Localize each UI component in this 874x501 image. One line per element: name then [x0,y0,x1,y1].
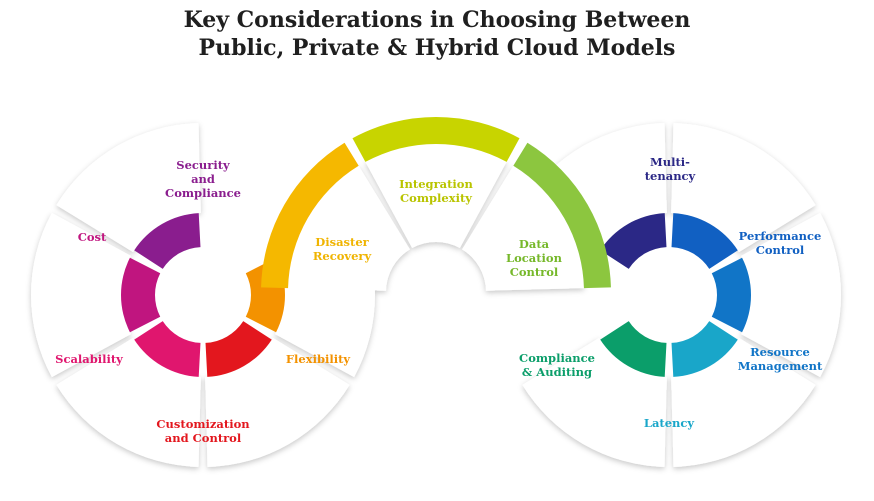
disaster-recovery-panel [288,165,410,291]
latency-panel [671,337,816,467]
label-resource-management: Resource Management [737,345,823,373]
cost-panel [31,212,131,378]
scalability-panel [56,337,201,467]
label-integration-complexity: Integration Complexity [399,177,473,205]
diagram-title: Key Considerations in Choosing Between P… [0,6,874,62]
label-security-compliance: Security and Compliance [165,158,241,200]
latency-arc [671,321,738,377]
label-latency: Latency [643,416,695,430]
customization-control-arc [205,321,272,377]
disaster-recovery-arc [261,142,359,289]
integration-complexity-arc [352,117,520,162]
title-line-2: Public, Private & Hybrid Cloud Models [198,35,676,61]
integration-complexity-panel [365,144,507,249]
performance-control-panel [671,123,816,253]
label-multi-tenancy: Multi- tenancy [644,155,696,183]
security-compliance-arc [134,213,201,269]
label-customization-control: Customization and Control [156,417,250,445]
label-disaster-recovery: Disaster Recovery [312,235,372,263]
scalability-arc [134,321,201,377]
multi-tenancy-arc [600,213,667,269]
label-cost: Cost [77,230,107,244]
label-scalability: Scalability [55,352,123,366]
security-compliance-panel [56,123,201,253]
label-flexibility: Flexibility [285,352,351,366]
data-location-control-panel [462,165,584,291]
resource-management-panel [741,212,841,378]
resource-management-arc [711,257,751,333]
data-location-control-arc [513,142,611,289]
label-data-location-control: Data Location Control [506,237,562,279]
label-compliance-auditing: Compliance & Auditing [519,351,595,379]
performance-control-arc [671,213,738,269]
title-line-1: Key Considerations in Choosing Between [183,7,691,33]
customization-control-panel [205,337,350,467]
cost-arc [121,257,161,333]
compliance-auditing-arc [600,321,667,377]
compliance-auditing-panel [522,337,667,467]
label-performance-control: Performance Control [738,229,822,257]
